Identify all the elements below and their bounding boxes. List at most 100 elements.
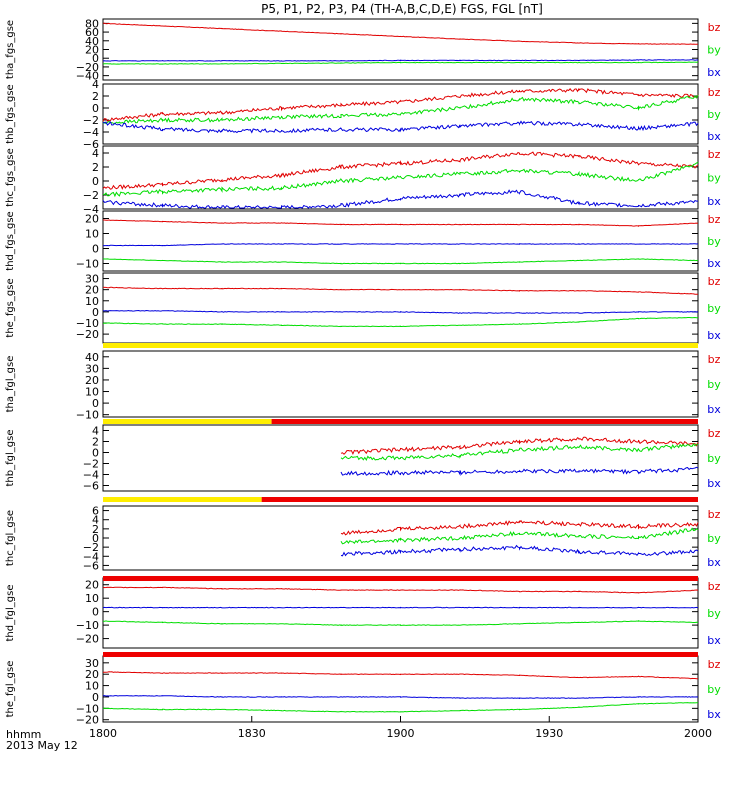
- x-tick-label: 1930: [535, 727, 563, 740]
- y-tick-label: 40: [85, 351, 99, 364]
- x-tick-label: 1830: [238, 727, 266, 740]
- y-tick-label: 20: [85, 374, 99, 387]
- y-axis-label: the_fgs_gse: [5, 278, 16, 337]
- mode-bars: [103, 343, 698, 657]
- y-tick-label: −20: [76, 714, 99, 727]
- series-bx: [102, 606, 699, 609]
- legend-bx: bx: [707, 130, 721, 143]
- y-tick-label: 2: [92, 161, 99, 174]
- legend-bz: bz: [708, 658, 721, 671]
- panel-frame: [102, 210, 699, 272]
- mode-bar-segment: [103, 497, 262, 502]
- series-bz: [340, 436, 699, 456]
- legend-bx: bx: [707, 329, 721, 342]
- legend-bz: bz: [708, 275, 721, 288]
- y-tick-label: −10: [76, 258, 99, 271]
- legend-bx: bx: [707, 257, 721, 270]
- series-by: [102, 258, 699, 265]
- y-tick-label: −20: [76, 61, 99, 74]
- x-axis-label: hhmm: [6, 728, 41, 741]
- series-by: [102, 61, 699, 65]
- y-tick-label: −2: [83, 541, 99, 554]
- y-tick-label: 30: [85, 657, 99, 670]
- y-tick-label: −10: [76, 619, 99, 632]
- legend-bx: bx: [707, 556, 721, 569]
- y-tick-label: 20: [85, 284, 99, 297]
- mode-bar-segment: [103, 419, 272, 424]
- legend-by: by: [707, 532, 721, 545]
- y-axis-label: thb_fgs_gse: [5, 84, 16, 143]
- y-tick-label: 0: [92, 532, 99, 545]
- y-tick-label: 0: [92, 397, 99, 410]
- legend-bz: bz: [708, 21, 721, 34]
- y-tick-label: −6: [83, 138, 99, 151]
- panel-thc_fgs_gse: 420−2−4 thc_fgs_gse bz by bx: [5, 145, 721, 216]
- legend-by: by: [707, 108, 721, 121]
- mode-bar-segment: [261, 497, 698, 502]
- y-tick-label: 0: [92, 102, 99, 115]
- y-tick-label: 20: [85, 213, 99, 226]
- legend-bz: bz: [708, 508, 721, 521]
- y-tick-label: −6: [83, 480, 99, 493]
- y-tick-label: 4: [92, 425, 99, 438]
- y-tick-label: 4: [92, 147, 99, 160]
- y-tick-label: 2: [92, 436, 99, 449]
- series-by: [103, 620, 699, 626]
- series-by: [340, 443, 699, 461]
- legend-bz: bz: [708, 427, 721, 440]
- series-bz: [340, 519, 699, 536]
- y-tick-label: −10: [76, 409, 99, 422]
- y-axis-label: the_fgl_gse: [5, 661, 16, 718]
- y-tick-label: 60: [85, 26, 99, 39]
- legend-bx: bx: [707, 634, 721, 647]
- y-tick-label: 10: [85, 228, 99, 241]
- y-tick-label: 20: [85, 44, 99, 57]
- panel-thd_fgs_gse: 20 10 0 −10 thd_fgs_gse bz by bx: [5, 210, 721, 272]
- y-tick-label: 0: [92, 606, 99, 619]
- series-by: [102, 702, 699, 713]
- legend-by: by: [707, 683, 721, 696]
- x-tick-label: 1800: [89, 727, 117, 740]
- y-tick-label: 4: [92, 78, 99, 91]
- y-tick-label: 4: [92, 514, 99, 527]
- series-by: [340, 527, 699, 545]
- legend-by: by: [707, 607, 721, 620]
- mode-bar-segment: [103, 652, 698, 657]
- y-tick-label: 10: [85, 680, 99, 693]
- y-axis-label: thc_fgl_gse: [5, 510, 16, 566]
- y-tick-label: −4: [83, 550, 99, 563]
- y-tick-label: 40: [85, 35, 99, 48]
- y-tick-label: 0: [92, 447, 99, 460]
- series-bx: [102, 189, 698, 209]
- y-tick-label: 6: [92, 505, 99, 518]
- panel-frame: [102, 83, 699, 145]
- legend-bx: bx: [707, 403, 721, 416]
- legend-bz: bz: [708, 148, 721, 161]
- y-axis-label: thd_fgl_gse: [5, 585, 16, 642]
- panel-frame: [102, 145, 699, 210]
- y-tick-label: −20: [76, 328, 99, 341]
- panel-frame: [102, 18, 699, 81]
- legend-by: by: [707, 378, 721, 391]
- y-tick-label: −6: [83, 559, 99, 572]
- panel-frame: [102, 350, 699, 418]
- y-tick-label: 30: [85, 273, 99, 286]
- y-tick-label: −2: [83, 458, 99, 471]
- x-tick-label: 1900: [387, 727, 415, 740]
- y-tick-label: 0: [92, 306, 99, 319]
- series-bz: [103, 219, 699, 227]
- legend-by: by: [707, 452, 721, 465]
- mode-bar-segment: [271, 419, 698, 424]
- legend-by: by: [707, 44, 721, 57]
- series-bx: [102, 59, 699, 62]
- y-tick-label: 0: [92, 175, 99, 188]
- panel-thb_fgs_gse: 420−2−4−6 thb_fgs_gse bz by bx: [5, 78, 721, 151]
- y-tick-label: −10: [76, 702, 99, 715]
- y-tick-label: −20: [76, 633, 99, 646]
